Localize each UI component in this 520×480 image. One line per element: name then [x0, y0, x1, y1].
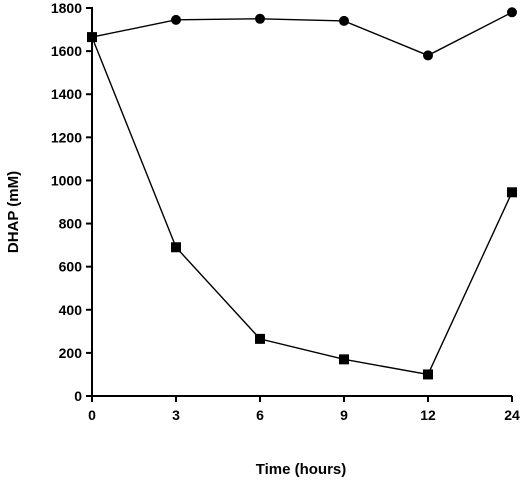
data-point-square: [255, 333, 265, 344]
y-tick-label: 200: [59, 345, 83, 361]
x-axis-title: Time (hours): [256, 461, 347, 478]
x-tick-label: 9: [340, 407, 348, 423]
series-group: [87, 7, 517, 380]
y-tick-label: 1200: [51, 129, 82, 145]
y-tick-label: 800: [59, 216, 83, 232]
data-point-square: [87, 32, 97, 43]
x-tick-label: 0: [88, 407, 96, 423]
axes: [91, 7, 512, 397]
data-point-circle: [507, 7, 517, 18]
data-point-circle: [423, 50, 433, 61]
series-line: [91, 11, 513, 57]
series-line: [91, 36, 513, 376]
y-tick-label: 1800: [51, 0, 82, 16]
y-tick-label: 600: [59, 259, 83, 275]
y-axis-title: DHAP (mM): [5, 171, 22, 253]
y-tick-label: 1600: [51, 43, 82, 59]
x-tick-label: 6: [256, 407, 264, 423]
y-tick-label: 1000: [51, 172, 82, 188]
series-square: [87, 32, 517, 380]
y-tick-label: 0: [74, 388, 82, 404]
x-axis-ticks: 0 3 6 9 12 24: [88, 396, 520, 423]
x-tick-label: 3: [172, 407, 180, 423]
series-circle: [87, 7, 517, 61]
data-point-square: [507, 187, 517, 198]
data-point-circle: [255, 13, 265, 24]
x-tick-label: 24: [504, 407, 520, 423]
data-point-square: [339, 354, 349, 365]
y-tick-label: 400: [59, 302, 83, 318]
data-point-circle: [339, 15, 349, 26]
x-tick-label: 12: [420, 407, 436, 423]
data-point-square: [171, 242, 181, 253]
y-axis-ticks: 0 200 400 600 800 1000 1200 1400 1600 1800: [51, 0, 92, 404]
y-tick-label: 1400: [51, 86, 82, 102]
data-point-square: [423, 369, 433, 380]
data-point-circle: [171, 14, 181, 25]
